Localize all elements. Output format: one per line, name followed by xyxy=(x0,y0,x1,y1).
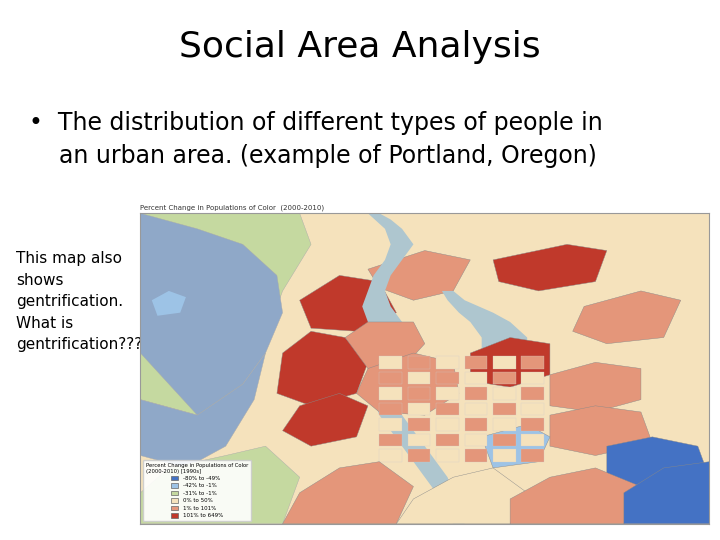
Polygon shape xyxy=(521,356,544,368)
Polygon shape xyxy=(140,446,300,524)
Polygon shape xyxy=(464,418,487,431)
Polygon shape xyxy=(408,356,431,368)
Polygon shape xyxy=(493,356,516,368)
Polygon shape xyxy=(140,213,311,415)
Polygon shape xyxy=(408,449,431,462)
Polygon shape xyxy=(408,434,431,446)
Polygon shape xyxy=(464,449,487,462)
Polygon shape xyxy=(379,449,402,462)
Polygon shape xyxy=(624,462,709,524)
Polygon shape xyxy=(277,332,368,406)
Polygon shape xyxy=(368,251,470,300)
Polygon shape xyxy=(482,424,550,468)
Polygon shape xyxy=(493,387,516,400)
Polygon shape xyxy=(408,372,431,384)
Polygon shape xyxy=(493,418,516,431)
Polygon shape xyxy=(550,406,652,455)
Polygon shape xyxy=(362,213,464,524)
Polygon shape xyxy=(140,213,283,462)
Polygon shape xyxy=(436,449,459,462)
Legend: -80% to -49%, -42% to -1%, -31% to -1%, 0% to 50%, 1% to 101%, 101% to 649%: -80% to -49%, -42% to -1%, -31% to -1%, … xyxy=(143,460,251,521)
Polygon shape xyxy=(152,291,186,316)
Polygon shape xyxy=(379,434,402,446)
Polygon shape xyxy=(521,403,544,415)
Polygon shape xyxy=(521,434,544,446)
Polygon shape xyxy=(464,403,487,415)
Polygon shape xyxy=(396,468,527,524)
Polygon shape xyxy=(510,468,641,524)
Text: Percent Change in Populations of Color  (2000-2010): Percent Change in Populations of Color (… xyxy=(140,204,325,211)
Polygon shape xyxy=(464,434,487,446)
Polygon shape xyxy=(493,372,516,384)
Polygon shape xyxy=(521,418,544,431)
Polygon shape xyxy=(436,372,459,384)
Polygon shape xyxy=(379,418,402,431)
Polygon shape xyxy=(464,387,487,400)
Polygon shape xyxy=(283,462,413,524)
Polygon shape xyxy=(470,338,550,387)
Polygon shape xyxy=(493,403,516,415)
Polygon shape xyxy=(408,418,431,431)
Text: •  The distribution of different types of people in
    an urban area. (example : • The distribution of different types of… xyxy=(29,111,603,168)
Polygon shape xyxy=(607,437,709,492)
Polygon shape xyxy=(493,244,607,291)
Text: Social Area Analysis: Social Area Analysis xyxy=(179,30,541,64)
Polygon shape xyxy=(493,449,516,462)
Polygon shape xyxy=(379,403,402,415)
Polygon shape xyxy=(442,291,527,375)
Polygon shape xyxy=(436,387,459,400)
Polygon shape xyxy=(550,362,641,412)
Polygon shape xyxy=(436,434,459,446)
Polygon shape xyxy=(140,353,266,524)
Polygon shape xyxy=(436,356,459,368)
Polygon shape xyxy=(408,403,431,415)
Polygon shape xyxy=(356,353,459,415)
Polygon shape xyxy=(379,387,402,400)
Polygon shape xyxy=(408,387,431,400)
Polygon shape xyxy=(436,403,459,415)
Polygon shape xyxy=(436,418,459,431)
Polygon shape xyxy=(464,372,487,384)
Polygon shape xyxy=(300,275,396,332)
Polygon shape xyxy=(572,291,681,344)
Polygon shape xyxy=(345,322,425,368)
Polygon shape xyxy=(521,387,544,400)
Text: This map also
shows
gentrification.
What is
gentrification???: This map also shows gentrification. What… xyxy=(16,251,142,353)
Polygon shape xyxy=(521,449,544,462)
Polygon shape xyxy=(379,372,402,384)
Polygon shape xyxy=(283,393,368,446)
Polygon shape xyxy=(521,372,544,384)
Polygon shape xyxy=(379,356,402,368)
Polygon shape xyxy=(464,356,487,368)
Polygon shape xyxy=(493,434,516,446)
